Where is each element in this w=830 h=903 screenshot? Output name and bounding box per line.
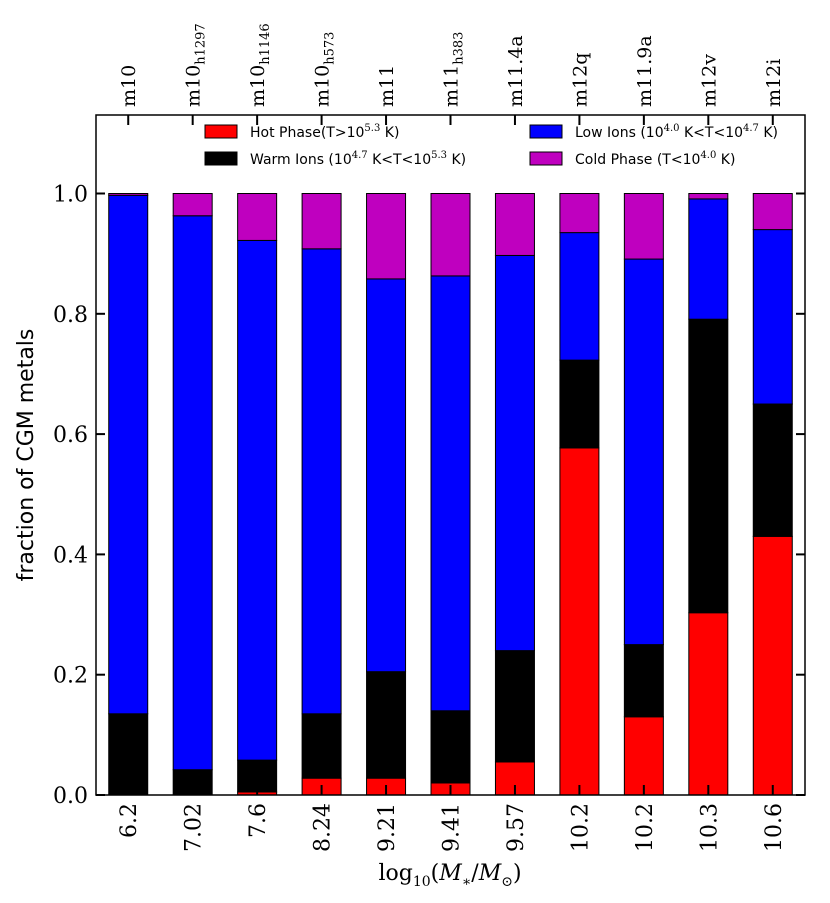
bar-segment-cold-phase [301, 193, 342, 250]
legend-label: Cold Phase (T<104.0 K) [575, 150, 735, 168]
legend-swatch [529, 151, 563, 166]
bar-segment-warm-ions [108, 713, 149, 796]
bar-segment-warm-ions [430, 710, 471, 784]
bar-segment-low-ions [301, 248, 342, 715]
bar-segment-cold-phase [430, 193, 471, 277]
bar-segment-low-ions [623, 258, 664, 646]
x-tick-label: 10.2 [568, 803, 593, 852]
bar-segment-cold-phase [366, 193, 407, 280]
bar-segment-warm-ions [366, 671, 407, 779]
bar-segment-cold-phase [623, 193, 664, 260]
x-tick-label: 6.2 [117, 803, 142, 838]
y-tick-label: 0.0 [53, 784, 88, 809]
legend-swatch [529, 124, 563, 139]
top-tick-label: m11.9a [634, 35, 656, 107]
y-tick-label: 1.0 [53, 183, 88, 208]
y-tick-label: 0.8 [53, 303, 88, 328]
legend-swatch [204, 151, 238, 166]
x-tick-label: 10.3 [697, 803, 722, 852]
x-tick-label: 9.57 [504, 803, 529, 852]
x-axis-top: m10 m10h1297 m10h1146 m10h573 m11 m11h383 m11.… [118, 23, 785, 125]
x-tick-label: 7.6 [246, 803, 271, 838]
x-tick-label: 7.02 [182, 803, 207, 852]
bar-segment-low-ions [752, 229, 793, 405]
bar-segment-cold-phase [172, 193, 213, 217]
legend-swatch [204, 124, 238, 139]
top-tick-label: m12i [763, 59, 785, 107]
bars-layer [108, 193, 793, 796]
x-tick-label: 10.2 [633, 803, 658, 852]
bar-segment-hot-phase [688, 612, 729, 796]
bar-segment-cold-phase [108, 193, 149, 196]
bar-segment-hot-phase [752, 535, 793, 796]
bar-segment-cold-phase [559, 193, 600, 234]
bar-segment-low-ions [108, 194, 149, 715]
top-tick-label: m12q [569, 53, 591, 107]
bar-segment-hot-phase [623, 716, 664, 796]
legend: Hot Phase(T>105.3 K) Low Ions (104.0 K<T<… [204, 123, 778, 168]
bar-segment-low-ions [366, 278, 407, 673]
x-axis-label: log10(M∗/M⊙) [378, 861, 521, 890]
bar-segment-warm-ions [688, 318, 729, 614]
x-axis-bottom: 6.2 7.02 7.6 8.24 9.21 9.41 9.57 10.2 10.2 10.3 10… [117, 785, 787, 852]
top-tick-label: m12v [698, 54, 720, 107]
bar-segment-low-ions [172, 215, 213, 771]
top-tick-label: m11h383 [441, 32, 467, 107]
y-tick-label: 0.6 [53, 423, 88, 448]
bar-segment-cold-phase [688, 193, 729, 200]
top-tick-label: m10h1297 [183, 23, 209, 107]
y-tick-label: 0.4 [53, 543, 88, 568]
top-tick-label: m10h1146 [247, 23, 273, 107]
bar-segment-cold-phase [494, 193, 535, 256]
top-tick-label: m10h573 [312, 32, 338, 107]
x-tick-label: 9.41 [440, 803, 465, 852]
bar-segment-warm-ions [559, 359, 600, 449]
bar-segment-low-ions [430, 275, 471, 712]
bar-segment-low-ions [494, 254, 535, 652]
bar-segment-warm-ions [623, 644, 664, 718]
x-tick-label: 8.24 [311, 803, 336, 852]
legend-label: Low Ions (104.0 K<T<104.7 K) [575, 123, 778, 141]
bar-segment-low-ions [237, 239, 278, 761]
top-tick-label: m11 [376, 65, 398, 107]
bar-segment-cold-phase [237, 193, 278, 241]
bar-segment-low-ions [688, 198, 729, 320]
bar-segment-warm-ions [494, 650, 535, 763]
y-tick-label: 0.2 [53, 664, 88, 689]
legend-label: Warm Ions (104.7 K<T<105.3 K) [250, 150, 466, 168]
bar-segment-warm-ions [301, 713, 342, 779]
x-tick-label: 10.6 [762, 803, 787, 852]
top-tick-label: m11.4a [505, 35, 527, 107]
y-axis-label: fraction of CGM metals [14, 329, 39, 582]
legend-label: Hot Phase(T>105.3 K) [250, 123, 399, 141]
bar-segment-warm-ions [752, 403, 793, 537]
bar-segment-hot-phase [559, 447, 600, 796]
top-tick-label: m10 [118, 65, 140, 107]
y-axis: 0.0 0.2 0.4 0.6 0.8 1.0 [53, 183, 805, 809]
x-tick-label: 9.21 [375, 803, 400, 852]
bar-segment-low-ions [559, 232, 600, 361]
bar-segment-cold-phase [752, 193, 793, 231]
